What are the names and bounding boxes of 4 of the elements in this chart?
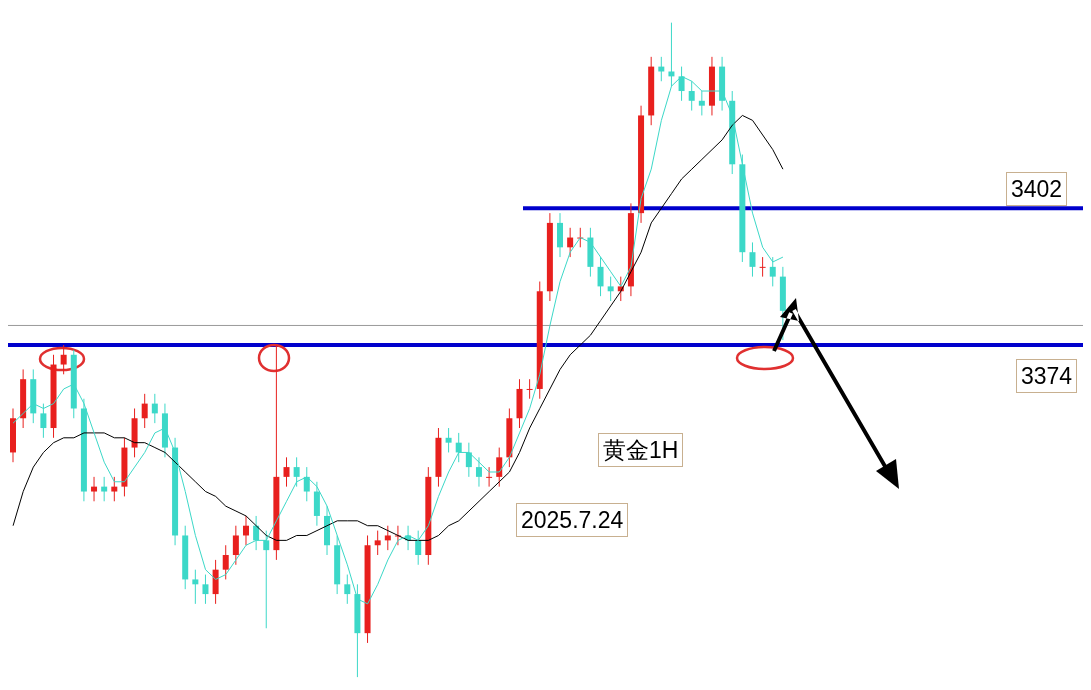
annotation: 黄金1H [598, 433, 684, 467]
ref-line-label: 3402 [1006, 172, 1068, 207]
annotation: 2025.7.24 [516, 503, 629, 537]
ref-line-label: 3374 [1016, 359, 1078, 393]
